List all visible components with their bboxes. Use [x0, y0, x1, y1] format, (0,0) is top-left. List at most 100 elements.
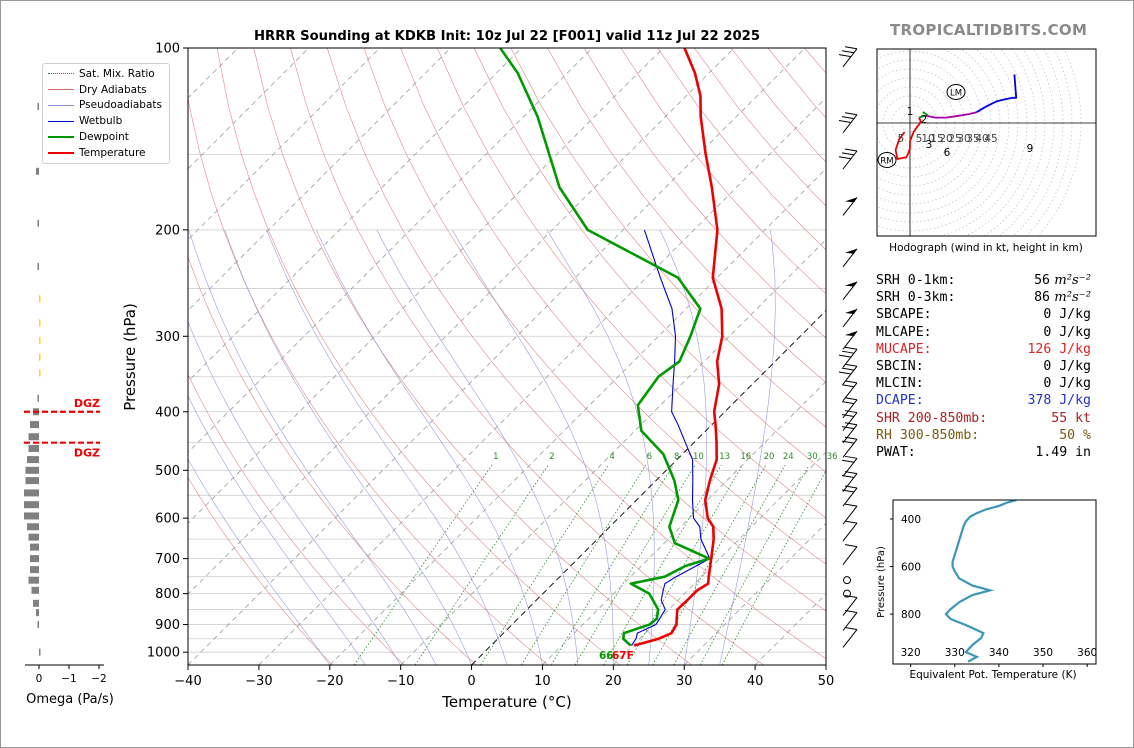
omega-bar	[28, 444, 39, 452]
dry-adiabat-line	[188, 373, 405, 665]
temperature-tick-label: −20	[316, 674, 343, 689]
temperature-tick-label: 40	[747, 674, 764, 689]
hodograph-segment	[894, 117, 922, 160]
wind-barb-flag	[838, 354, 852, 358]
hodograph-trace	[894, 74, 1018, 160]
hodograph-lm-marker: LM	[946, 84, 966, 100]
dry-adiabat-line	[400, 48, 826, 565]
omega-bar	[30, 543, 39, 551]
hodograph-border	[876, 48, 1097, 237]
stat-value: 55 kt	[1000, 410, 1091, 427]
hodograph-ring-label: 10	[921, 133, 934, 145]
stat-number: 56	[1034, 273, 1050, 288]
hodograph-ring-label: 5	[898, 133, 905, 145]
surface-dewpoint-label: 66	[599, 650, 614, 662]
pressure-tick-label: 400	[155, 405, 180, 420]
legend-item: Wetbulb	[43, 113, 169, 129]
mixing-ratio-label: 10	[693, 452, 704, 462]
theta-e-x-tick-label: 350	[1033, 647, 1053, 659]
wind-barb-flag	[841, 116, 855, 120]
stat-row: SHR 200-850mb: 55 kt	[876, 410, 1091, 427]
wind-barb-staff	[842, 473, 858, 492]
pseudoadiabat-line	[188, 395, 366, 665]
omega-tick-label: −2	[91, 673, 106, 685]
isotherm-line	[188, 48, 522, 383]
svg-text:RM: RM	[880, 157, 893, 167]
mixing-ratio-line	[699, 464, 810, 665]
pressure-axis-ticks: 100 200 300 400 500 600 700 800 900 1000	[147, 42, 188, 661]
mixing-ratio-label: 2	[549, 452, 554, 462]
hodograph-height-labels: 12 36 9	[907, 106, 1034, 159]
pseudoadiabat-line	[659, 229, 708, 665]
mixing-ratio-line	[603, 464, 722, 665]
mixing-ratio-label: 24	[783, 452, 794, 462]
hodograph-ring-label: 5	[916, 133, 923, 145]
legend-swatch	[48, 89, 74, 91]
legend-swatch	[48, 136, 74, 139]
isotherm-line	[188, 48, 806, 665]
omega-panel: DGZ DGZ 0 −1 −2 Omega (Pa/s)	[24, 103, 114, 707]
omega-bar	[39, 319, 41, 327]
dgz-label-bottom: DGZ	[74, 447, 100, 460]
legend-swatch	[48, 120, 74, 122]
wind-barb-flag	[841, 440, 855, 444]
x-axis-label: Temperature (°C)	[441, 693, 571, 711]
pseudoadiabat-line	[266, 229, 508, 665]
wind-barb-staff	[842, 48, 858, 68]
mixing-ratio-label: 8	[674, 452, 679, 462]
temperature-tick-label: 30	[676, 674, 693, 689]
omega-bar	[39, 295, 41, 303]
temperature-tick-label: −40	[174, 674, 201, 689]
isotherm-line	[258, 97, 826, 665]
legend-swatch	[48, 73, 74, 75]
theta-e-axis-ticks: 320 330 340 350 360 400 600 800	[890, 514, 1097, 667]
stat-row: SBCAPE: 0 J/kg	[876, 306, 1091, 323]
pressure-tick-label: 800	[155, 587, 180, 602]
stat-value: 378 J/kg	[1000, 392, 1091, 409]
wind-barb-flag	[844, 410, 858, 414]
stat-label: SBCIN:	[876, 359, 924, 375]
omega-bar	[28, 533, 39, 541]
mixing-ratio-label: 16	[740, 452, 751, 462]
wind-barb-flag	[841, 489, 855, 493]
wind-barb-flag	[844, 346, 858, 350]
mixing-ratio-label: 6	[647, 452, 652, 462]
legend-item: Dry Adiabats	[43, 82, 169, 98]
pressure-tick-label: 900	[155, 618, 180, 633]
omega-bar	[36, 609, 39, 617]
stat-value: 0 J/kg	[1000, 375, 1091, 392]
isotherm-line	[400, 239, 826, 665]
wind-barb-flag	[844, 380, 858, 384]
omega-bar	[24, 489, 39, 497]
omega-bars	[24, 103, 41, 656]
omega-bar	[24, 512, 39, 520]
wind-barb-flag	[844, 422, 858, 426]
stat-value: 0 J/kg	[1000, 358, 1091, 375]
legend-label: Dry Adiabats	[79, 83, 147, 96]
temperature-tick-label: −10	[387, 674, 414, 689]
legend-swatch	[48, 104, 74, 106]
hodograph-ring-label: 40	[975, 133, 988, 145]
wind-barb-flag	[841, 50, 855, 54]
hodograph-ring-label: 25	[948, 133, 961, 145]
mixing-ratio-line	[414, 464, 549, 665]
stat-number: 1.49 in	[1035, 445, 1091, 461]
hodograph-rm-marker: RM	[877, 152, 897, 168]
stat-row: MLCIN: 0 J/kg	[876, 375, 1091, 392]
wind-barb-flag	[844, 471, 858, 475]
theta-e-y-tick-label: 800	[901, 609, 921, 621]
legend-item: Pseudoadiabats	[43, 98, 169, 114]
y-axis-label: Pressure (hPa)	[121, 303, 139, 411]
omega-bar	[28, 433, 39, 441]
stat-value: 0 J/kg	[1000, 306, 1091, 323]
stat-number: 55 kt	[1051, 410, 1091, 426]
wind-barb-flag	[844, 503, 858, 507]
mixing-ratio-labels: 1 2 4 6 8 10 13 16 20 24 30 36	[493, 452, 837, 462]
svg-text:LM: LM	[950, 89, 962, 99]
pressure-tick-label: 1000	[147, 646, 180, 661]
omega-bar	[37, 621, 39, 629]
pressure-tick-label: 300	[155, 330, 180, 345]
stat-label: MLCIN:	[876, 376, 924, 392]
skewt-plot-border	[187, 47, 827, 666]
